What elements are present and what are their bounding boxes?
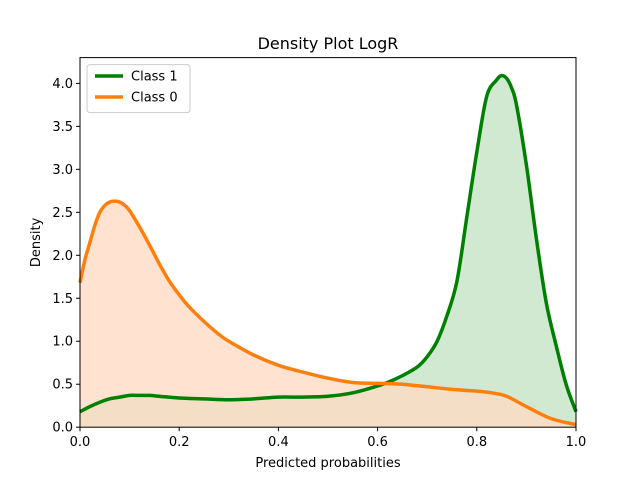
plot-frame	[79, 57, 577, 428]
y-tick-label: 2.5	[52, 206, 73, 221]
series-line-class-1	[79, 73, 578, 414]
series-line-class-0	[78, 199, 577, 427]
legend-label-class-1: Class 1	[131, 70, 178, 85]
y-tick-label: 4.0	[52, 77, 73, 92]
x-tick-label: 0.8	[466, 435, 487, 450]
x-tick-label: 0.4	[268, 435, 289, 450]
y-tick-label: 0.0	[52, 421, 73, 436]
area-fill-class-0	[80, 201, 576, 428]
y-tick-label: 3.5	[52, 120, 73, 135]
y-tick-label: 3.0	[52, 163, 73, 178]
chart-title: Density Plot LogR	[258, 34, 399, 53]
y-tick-label: 2.0	[52, 249, 73, 264]
fill-areas	[80, 75, 576, 428]
y-axis-title: Density	[29, 217, 44, 267]
y-axis: 0.0 0.5 1.0 1.5 2.0 2.5 3.0 3.5 4.0	[52, 77, 80, 436]
y-tick-label: 0.5	[52, 378, 73, 393]
x-tick-label: 1.0	[566, 435, 587, 450]
y-tick-label: 1.0	[52, 335, 73, 350]
x-tick-label: 0.2	[169, 435, 190, 450]
series-lines	[78, 73, 578, 427]
y-tick-label: 1.5	[52, 292, 73, 307]
area-fill-class-1	[80, 75, 576, 428]
x-axis: 0.0 0.2 0.4 0.6 0.8 1.0	[70, 427, 587, 450]
x-axis-title: Predicted probabilities	[255, 456, 400, 471]
legend-label-class-0: Class 0	[131, 91, 178, 106]
x-tick-label: 0.0	[70, 435, 91, 450]
legend: Class 1 Class 0	[86, 64, 191, 114]
x-tick-label: 0.6	[367, 435, 388, 450]
